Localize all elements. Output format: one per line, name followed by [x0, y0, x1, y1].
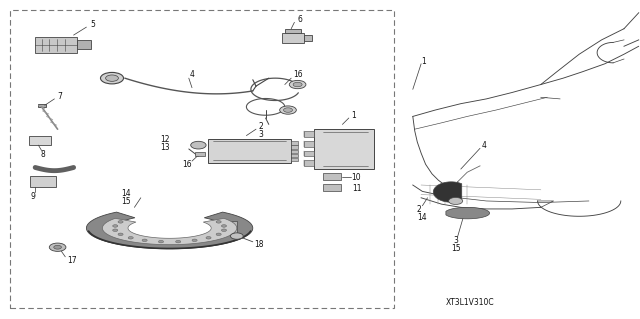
- Circle shape: [54, 245, 61, 249]
- Circle shape: [106, 75, 118, 81]
- FancyBboxPatch shape: [282, 33, 304, 43]
- FancyBboxPatch shape: [304, 160, 314, 166]
- Circle shape: [128, 236, 133, 239]
- Text: 16: 16: [182, 160, 192, 169]
- Text: 14: 14: [417, 213, 428, 222]
- FancyBboxPatch shape: [77, 40, 91, 49]
- Circle shape: [49, 243, 66, 251]
- Circle shape: [206, 236, 211, 239]
- Circle shape: [449, 197, 463, 204]
- Text: 13: 13: [160, 143, 170, 152]
- Text: 4: 4: [189, 70, 195, 79]
- FancyBboxPatch shape: [29, 136, 51, 145]
- Text: 18: 18: [255, 240, 264, 249]
- FancyBboxPatch shape: [291, 158, 298, 161]
- FancyBboxPatch shape: [291, 150, 298, 153]
- Circle shape: [175, 240, 180, 243]
- FancyBboxPatch shape: [38, 104, 46, 107]
- Text: 3: 3: [453, 236, 458, 245]
- FancyBboxPatch shape: [291, 141, 298, 145]
- FancyBboxPatch shape: [208, 139, 291, 163]
- FancyBboxPatch shape: [35, 37, 77, 53]
- Text: XT3L1V310C: XT3L1V310C: [446, 298, 495, 307]
- FancyBboxPatch shape: [291, 154, 298, 157]
- Circle shape: [142, 239, 147, 241]
- Text: 6: 6: [297, 15, 302, 24]
- FancyBboxPatch shape: [30, 176, 56, 187]
- Circle shape: [113, 229, 118, 232]
- Text: 7: 7: [57, 92, 62, 101]
- Circle shape: [113, 225, 118, 227]
- FancyBboxPatch shape: [323, 184, 341, 191]
- Text: 1: 1: [421, 57, 426, 66]
- Circle shape: [221, 225, 227, 227]
- Text: 3: 3: [258, 130, 263, 139]
- Polygon shape: [86, 212, 253, 249]
- Text: 12: 12: [161, 135, 170, 144]
- Text: 14: 14: [121, 189, 131, 198]
- Circle shape: [191, 141, 206, 149]
- Text: 8: 8: [40, 150, 45, 159]
- Text: 10: 10: [351, 173, 362, 182]
- Circle shape: [216, 233, 221, 236]
- Text: 5: 5: [90, 20, 95, 29]
- Text: 2: 2: [258, 122, 263, 131]
- Circle shape: [230, 233, 243, 239]
- Circle shape: [192, 239, 197, 241]
- Text: 2: 2: [417, 205, 422, 214]
- Text: 4: 4: [482, 141, 487, 150]
- FancyBboxPatch shape: [314, 129, 374, 169]
- FancyBboxPatch shape: [323, 173, 341, 180]
- FancyBboxPatch shape: [304, 141, 314, 147]
- FancyBboxPatch shape: [291, 145, 298, 149]
- FancyBboxPatch shape: [304, 131, 314, 137]
- Circle shape: [159, 240, 164, 243]
- Circle shape: [100, 72, 124, 84]
- Text: 9: 9: [31, 192, 36, 201]
- Text: 1: 1: [351, 111, 356, 120]
- Circle shape: [118, 220, 123, 223]
- Text: 11: 11: [352, 184, 361, 193]
- Circle shape: [216, 220, 221, 223]
- Text: 15: 15: [121, 197, 131, 206]
- FancyBboxPatch shape: [304, 151, 314, 156]
- Circle shape: [280, 106, 296, 114]
- Circle shape: [221, 229, 227, 232]
- Circle shape: [293, 82, 302, 87]
- Polygon shape: [446, 207, 490, 219]
- Circle shape: [118, 233, 123, 236]
- Text: 16: 16: [292, 70, 303, 79]
- Circle shape: [284, 108, 292, 112]
- Polygon shape: [433, 182, 461, 202]
- FancyBboxPatch shape: [304, 35, 312, 41]
- Text: 17: 17: [67, 256, 77, 265]
- Polygon shape: [102, 218, 237, 245]
- FancyBboxPatch shape: [227, 221, 237, 233]
- Circle shape: [289, 80, 306, 89]
- FancyBboxPatch shape: [195, 152, 205, 156]
- Text: 15: 15: [451, 244, 461, 253]
- FancyBboxPatch shape: [285, 29, 301, 33]
